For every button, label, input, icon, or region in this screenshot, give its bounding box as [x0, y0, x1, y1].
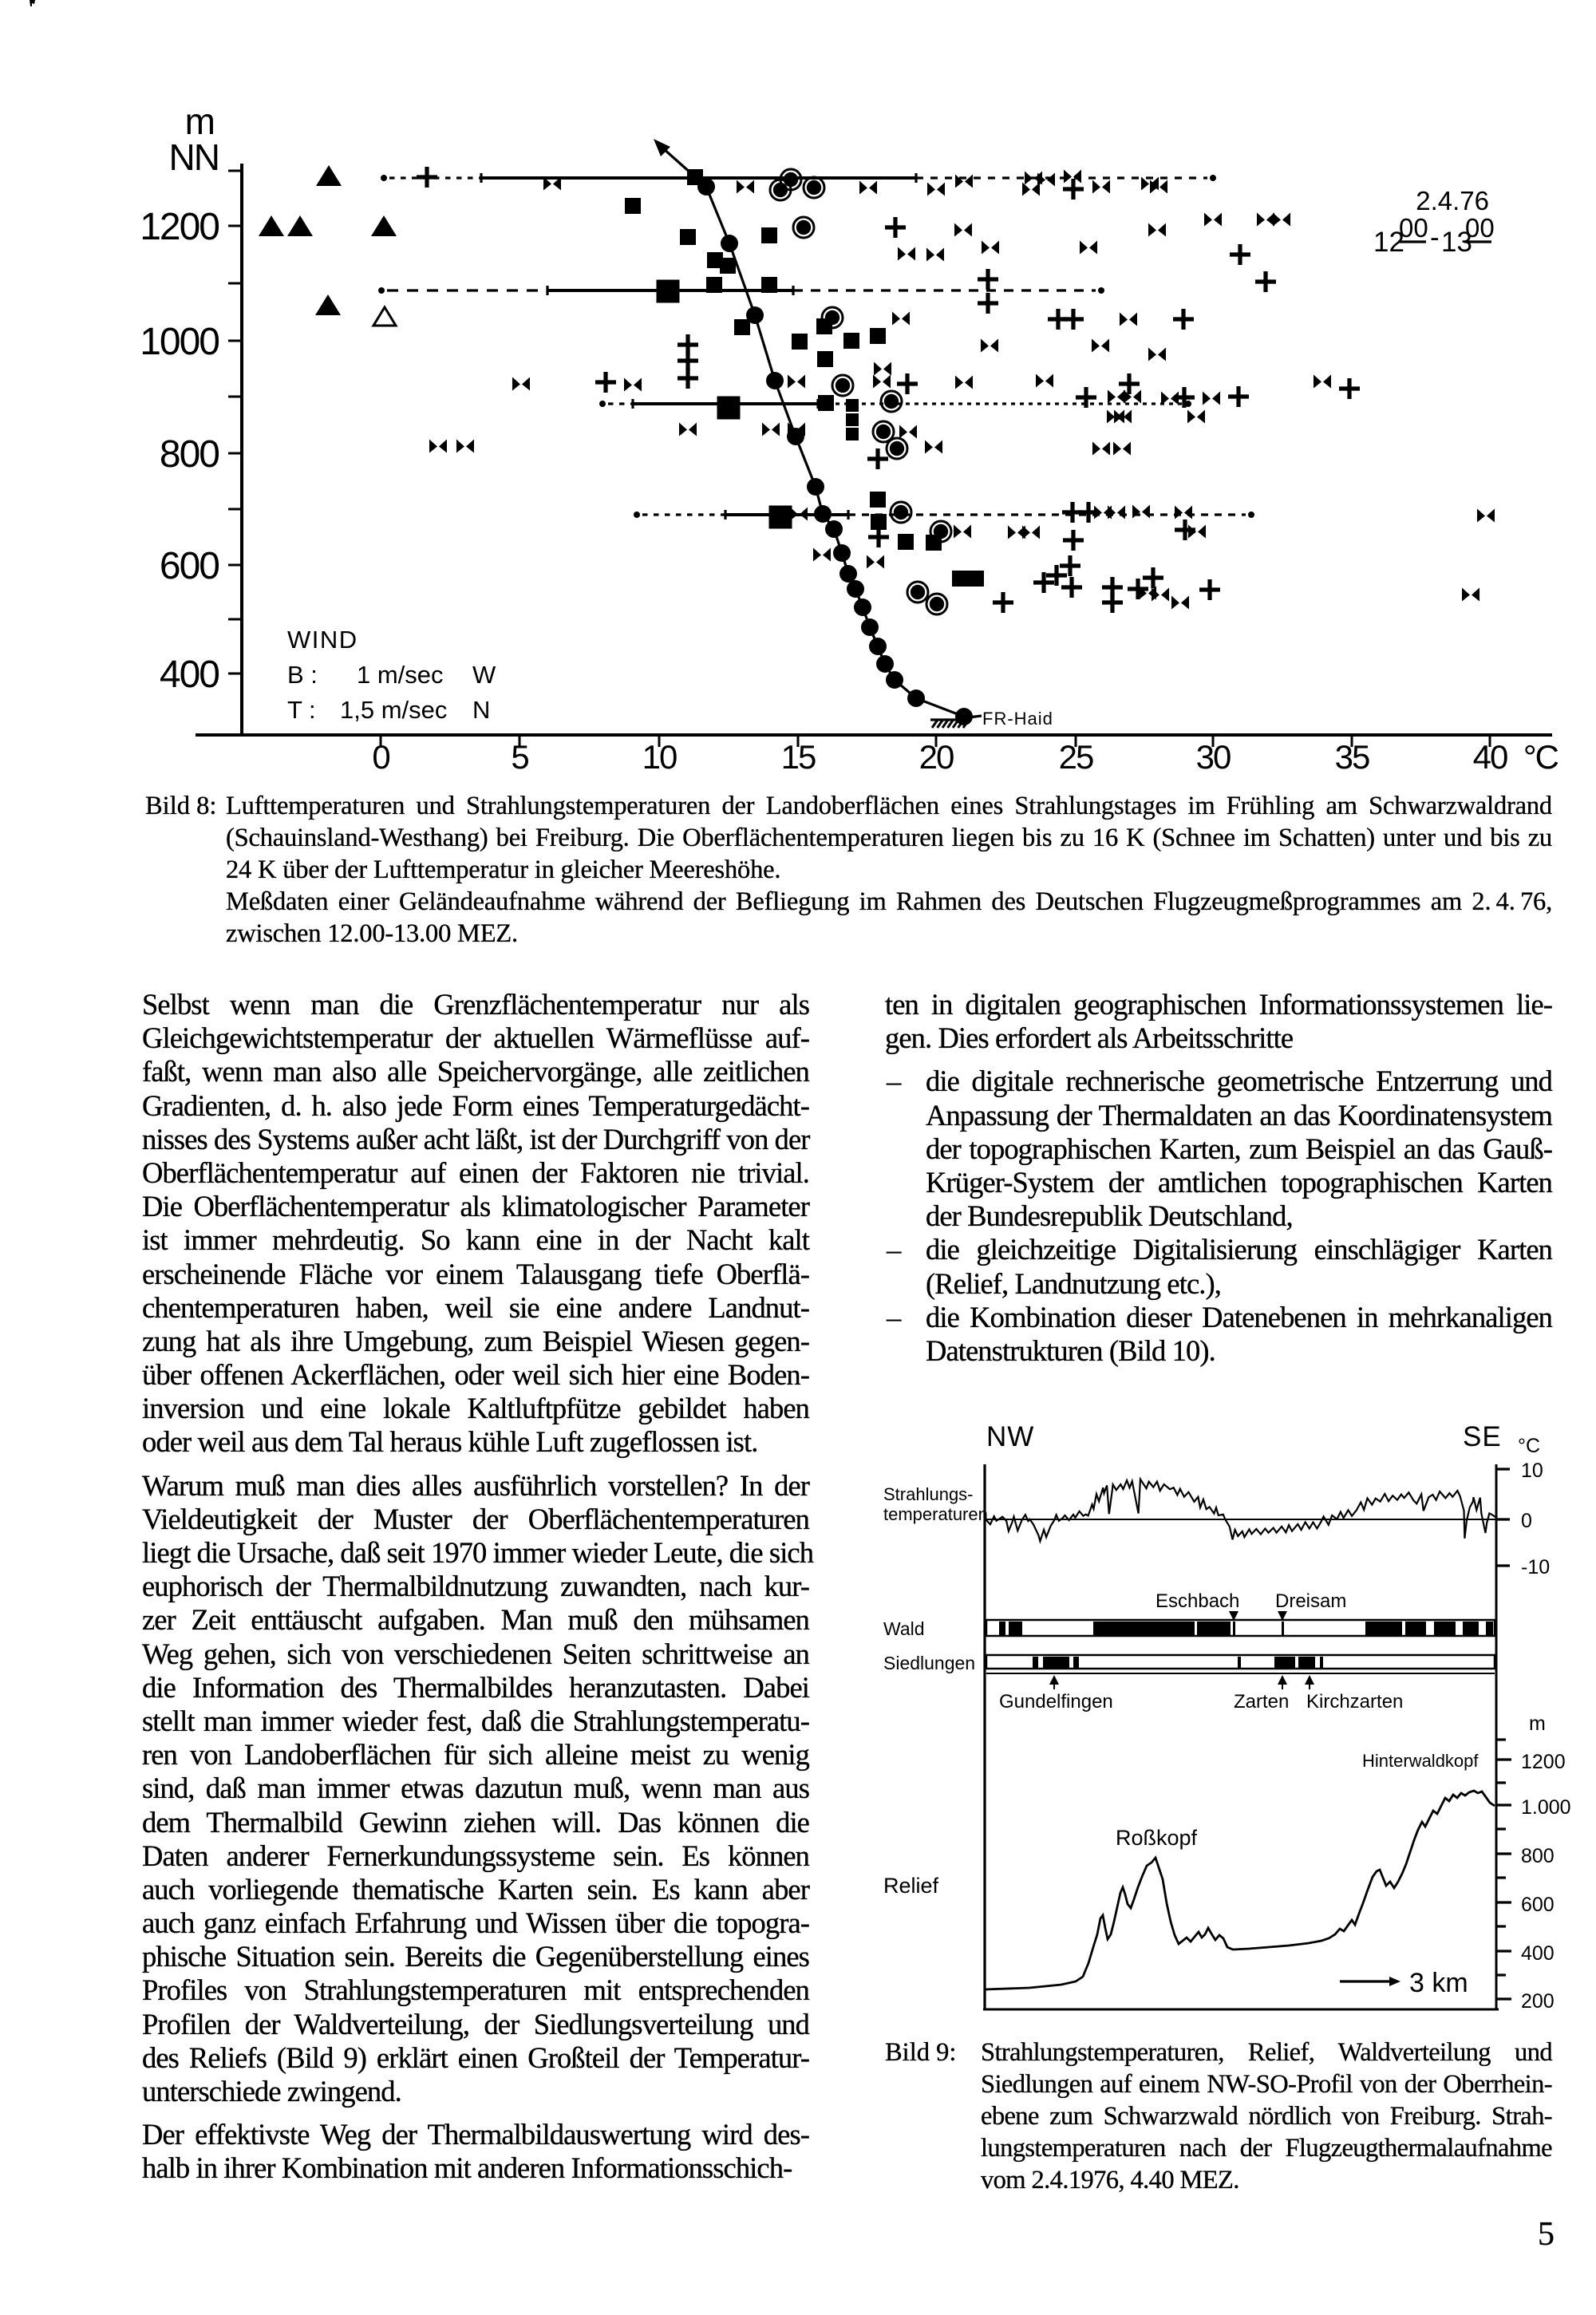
svg-text:Zarten: Zarten [1234, 1691, 1289, 1713]
svg-text:°C: °C [1518, 1435, 1540, 1457]
svg-text:Relief: Relief [883, 1874, 939, 1898]
svg-text:1,5 m/sec: 1,5 m/sec [340, 696, 447, 724]
svg-text:40: 40 [1473, 738, 1507, 776]
svg-text:00: 00 [1465, 213, 1495, 243]
svg-text:Gundelfingen: Gundelfingen [999, 1691, 1113, 1713]
svg-text:800: 800 [1521, 1845, 1555, 1867]
svg-text:m: m [1529, 1713, 1546, 1735]
svg-text:10: 10 [1521, 1460, 1543, 1482]
svg-text:Wald: Wald [883, 1618, 925, 1639]
svg-text:Roßkopf: Roßkopf [1116, 1826, 1198, 1850]
svg-text:35: 35 [1335, 738, 1369, 776]
svg-text:m: m [185, 101, 214, 142]
svg-text:800: 800 [160, 433, 219, 476]
svg-text:NW: NW [986, 1421, 1034, 1452]
svg-text:0: 0 [1521, 1510, 1532, 1532]
svg-text:600: 600 [160, 545, 219, 587]
svg-text:1200: 1200 [1521, 1751, 1566, 1773]
svg-text:WIND: WIND [287, 626, 358, 654]
svg-text:0: 0 [372, 738, 389, 776]
svg-text:400: 400 [1521, 1942, 1555, 1965]
svg-text:600: 600 [1521, 1894, 1555, 1916]
svg-text:25: 25 [1059, 738, 1093, 776]
svg-text:15: 15 [781, 738, 816, 776]
svg-text:Hinterwaldkopf: Hinterwaldkopf [1362, 1751, 1479, 1771]
svg-text:2.4.76: 2.4.76 [1416, 186, 1489, 215]
svg-text:B :: B : [287, 661, 318, 689]
svg-text:1 m/sec: 1 m/sec [357, 661, 444, 689]
svg-text:Siedlungen: Siedlungen [883, 1653, 975, 1673]
svg-text:N: N [472, 696, 490, 724]
svg-text:30: 30 [1196, 738, 1231, 776]
svg-text:1000: 1000 [140, 321, 219, 363]
svg-text:400: 400 [160, 654, 219, 696]
svg-text:20: 20 [919, 738, 954, 776]
svg-text:W: W [472, 661, 496, 689]
svg-text:SE: SE [1463, 1421, 1502, 1452]
svg-text:NN: NN [169, 136, 219, 178]
svg-text:5: 5 [511, 738, 528, 776]
svg-text:3 km: 3 km [1409, 1968, 1468, 1998]
svg-text:FR-Haid: FR-Haid [982, 709, 1053, 729]
svg-text:-: - [1430, 222, 1440, 253]
svg-text:1200: 1200 [140, 206, 219, 248]
svg-text:00: 00 [1399, 213, 1428, 243]
svg-text:10: 10 [642, 738, 677, 776]
svg-text:Dreisam: Dreisam [1275, 1590, 1346, 1612]
svg-text:T :: T : [287, 696, 316, 724]
svg-text:1.000: 1.000 [1521, 1796, 1571, 1819]
svg-text:Strahlungs-: Strahlungs- [883, 1484, 974, 1504]
svg-text:temperaturen: temperaturen [883, 1504, 988, 1524]
svg-text:Kirchzarten: Kirchzarten [1306, 1691, 1403, 1713]
svg-text:Eschbach: Eschbach [1156, 1590, 1239, 1612]
svg-text:°C: °C [1523, 738, 1558, 776]
svg-text:-10: -10 [1521, 1556, 1550, 1578]
svg-text:200: 200 [1521, 1990, 1555, 2013]
